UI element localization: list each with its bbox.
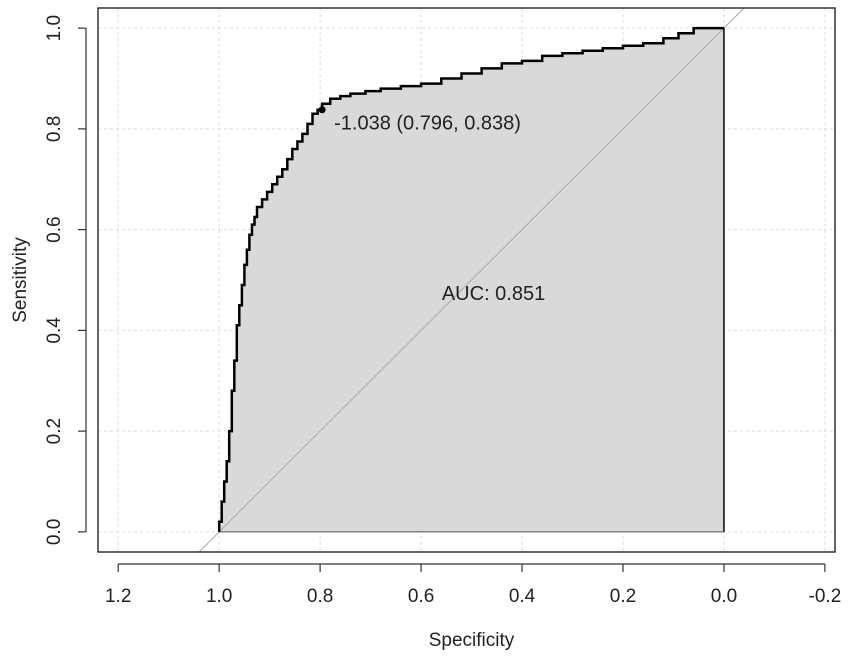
threshold-label: -1.038 (0.796, 0.838) <box>334 113 521 135</box>
x-tick-label: 0.2 <box>610 586 636 607</box>
y-axis: 0.0 0.2 0.4 0.6 0.8 1.0 <box>44 15 87 545</box>
y-axis-title: Sensitivity <box>10 237 31 323</box>
y-tick-label: 0.4 <box>44 317 65 344</box>
x-axis: 1.2 1.0 0.8 0.6 0.4 0.2 0.0 -0.2 <box>105 563 842 607</box>
x-tick-label: 0.8 <box>307 586 333 607</box>
auc-label: AUC: 0.851 <box>442 283 545 305</box>
roc-curve-line <box>217 26 724 532</box>
x-axis-title: Specificity <box>429 630 515 651</box>
x-tick-label: 0.0 <box>711 586 737 607</box>
y-tick-label: 1.0 <box>44 15 65 41</box>
y-tick-label: 0.6 <box>44 216 65 242</box>
curve-layer <box>217 26 725 533</box>
x-tick-label: 0.6 <box>408 586 434 607</box>
y-tick-label: 0.0 <box>44 519 65 545</box>
y-tick-label: 0.2 <box>44 418 65 444</box>
x-tick-label: -0.2 <box>809 586 842 607</box>
x-tick-label: 1.0 <box>206 586 232 607</box>
diagonal-layer <box>198 7 745 553</box>
plot-frame <box>97 7 836 553</box>
chance-diagonal <box>198 7 745 553</box>
threshold-point <box>318 106 326 114</box>
y-tick-label: 0.8 <box>44 116 65 142</box>
x-tick-label: 1.2 <box>105 586 131 607</box>
x-tick-label: 0.4 <box>509 586 536 607</box>
annotation-layer: -1.038 (0.796, 0.838) AUC: 0.851 <box>318 106 545 305</box>
